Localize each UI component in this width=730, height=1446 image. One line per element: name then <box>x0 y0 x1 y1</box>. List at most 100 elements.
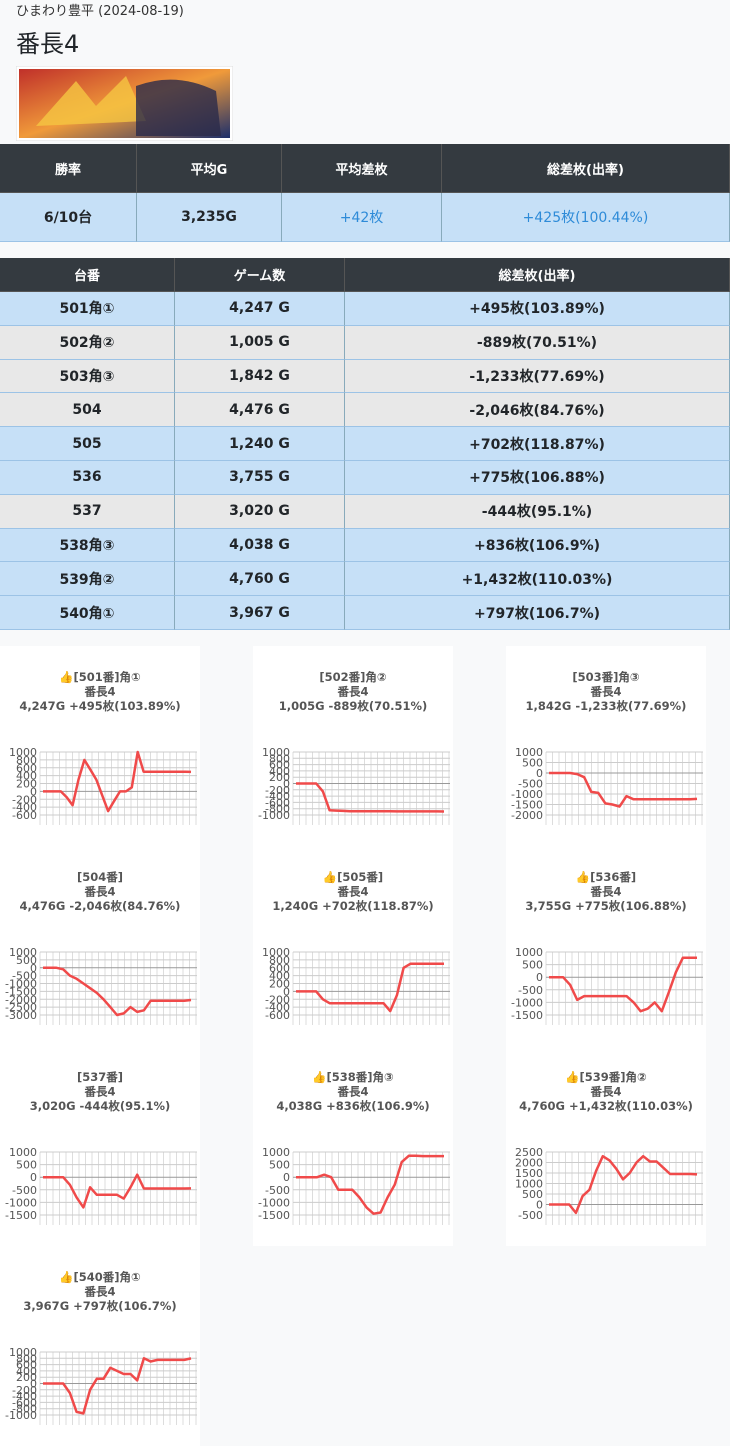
machine-banner <box>16 66 233 141</box>
y-tick-label: 0 <box>283 778 290 791</box>
balance-line <box>43 750 192 813</box>
chart-annotation: 4,038G +836枚(106.9%) <box>276 1099 429 1113</box>
y-tick-label: 1000 <box>9 746 37 759</box>
y-tick-label: 200 <box>16 1371 37 1384</box>
chart-card <box>253 646 453 846</box>
y-tick-label: 1000 <box>515 946 543 959</box>
y-tick-label: -1000 <box>511 996 543 1009</box>
balance-line <box>296 1154 444 1215</box>
table-cell: 1,842 G <box>175 359 345 394</box>
chart-title: 👍[501番]角① <box>59 670 141 684</box>
y-tick-label: -1000 <box>258 809 290 822</box>
balance-line <box>43 966 192 1017</box>
table-cell: 538角③ <box>0 528 175 563</box>
chart-annotation: 3,020G -444枚(95.1%) <box>30 1099 171 1113</box>
table-cell: +797枚(106.7%) <box>345 596 730 630</box>
chart-title: 👍[505番] <box>323 870 383 884</box>
table-cell: 3,967 G <box>175 596 345 630</box>
y-tick-label: 800 <box>269 752 290 765</box>
chart-annotation: 3,755G +775枚(106.88%) <box>525 899 686 913</box>
table-cell: 536 <box>0 461 175 495</box>
y-tick-label: -500 <box>518 778 543 791</box>
y-tick-label: -500 <box>518 984 543 997</box>
y-tick-label: -400 <box>12 1390 37 1403</box>
y-tick-label: 500 <box>522 959 543 972</box>
y-tick-label: -400 <box>265 790 290 803</box>
y-tick-label: 800 <box>16 1352 37 1365</box>
chart-card <box>0 846 200 1046</box>
summary-value: 3,235G <box>137 193 282 242</box>
chart-title: [537番] <box>77 1070 123 1084</box>
chart-subtitle: 番長4 <box>336 685 368 699</box>
y-tick-label: -1000 <box>5 1196 37 1209</box>
chart-title: 👍[536番] <box>576 870 636 884</box>
y-tick-label: 400 <box>16 770 37 783</box>
balance-line <box>43 1357 192 1415</box>
chart-subtitle: 番長4 <box>83 1285 115 1299</box>
chart-card <box>506 1046 706 1246</box>
y-tick-label: 1000 <box>515 746 543 759</box>
table-cell: 4,476 G <box>175 393 345 428</box>
chart-annotation: 4,760G +1,432枚(110.03%) <box>519 1099 693 1113</box>
table-cell: 3,755 G <box>175 461 345 495</box>
table-header: 台番 <box>0 258 175 292</box>
chart-subtitle: 番長4 <box>83 685 115 699</box>
chart-card <box>506 646 706 846</box>
y-tick-label: 500 <box>522 757 543 770</box>
y-tick-label: -200 <box>265 784 290 797</box>
y-tick-label: 0 <box>283 985 290 998</box>
summary-value: 6/10台 <box>0 193 137 242</box>
y-tick-label: -2000 <box>5 993 37 1006</box>
y-tick-label: 600 <box>269 759 290 772</box>
balance-line <box>296 962 445 1013</box>
chart-title: [502番]角② <box>319 670 386 684</box>
y-tick-label: -600 <box>12 1396 37 1409</box>
y-tick-label: -2000 <box>511 809 543 822</box>
machine-table: 台番 ゲーム数 総差枚(出率) 501角① 4,247 G +495枚(103.89%) 5… <box>0 258 730 630</box>
y-tick-label: -1000 <box>5 1409 37 1422</box>
y-tick-label: 1000 <box>9 946 37 959</box>
y-tick-label: 400 <box>269 970 290 983</box>
table-cell: 501角① <box>0 292 175 326</box>
y-tick-label: -500 <box>518 1209 543 1222</box>
table-cell: 1,005 G <box>175 325 345 360</box>
chart-annotation: 1,240G +702枚(118.87%) <box>272 899 433 913</box>
chart-title: [503番]角③ <box>572 670 639 684</box>
chart-title: 👍[539番]角② <box>565 1070 647 1084</box>
chart-card <box>253 846 453 1046</box>
table-cell: -889枚(70.51%) <box>345 325 730 360</box>
summary-table: 勝率 6/10台 平均G 3,235G 平均差枚 +42枚 総差枚(出率) +425枚(100… <box>0 144 730 242</box>
y-tick-label: 0 <box>30 785 37 798</box>
chart-card <box>0 1046 200 1246</box>
y-tick-label: 1000 <box>9 1346 37 1359</box>
chart-card <box>506 846 706 1046</box>
y-tick-label: 600 <box>16 762 37 775</box>
y-tick-label: -400 <box>265 1001 290 1014</box>
y-tick-label: 500 <box>269 1159 290 1172</box>
table-cell: +495枚(103.89%) <box>345 292 730 326</box>
y-tick-label: -800 <box>12 1403 37 1416</box>
balance-line <box>549 1154 698 1215</box>
y-tick-label: 2500 <box>515 1146 543 1159</box>
chart-annotation: 4,247G +495枚(103.89%) <box>19 699 180 713</box>
chart-subtitle: 番長4 <box>589 1085 621 1099</box>
y-tick-label: 600 <box>269 962 290 975</box>
y-tick-label: -500 <box>12 970 37 983</box>
table-cell: +702枚(118.87%) <box>345 427 730 461</box>
chart-annotation: 4,476G -2,046枚(84.76%) <box>20 899 181 913</box>
y-tick-label: 0 <box>536 971 543 984</box>
chart-annotation: 1,842G -1,233枚(77.69%) <box>526 699 687 713</box>
y-tick-label: 1500 <box>515 1167 543 1180</box>
y-tick-label: -600 <box>265 796 290 809</box>
summary-header: 平均差枚 <box>282 144 442 193</box>
chart-subtitle: 番長4 <box>589 685 621 699</box>
chart-annotation: 3,967G +797枚(106.7%) <box>23 1299 176 1313</box>
table-header: 総差枚(出率) <box>345 258 730 292</box>
y-tick-label: 0 <box>30 962 37 975</box>
table-cell: +775枚(106.88%) <box>345 461 730 495</box>
balance-line <box>296 782 445 813</box>
y-tick-label: -1500 <box>5 1209 37 1222</box>
summary-value: +425枚(100.44%) <box>442 193 730 242</box>
